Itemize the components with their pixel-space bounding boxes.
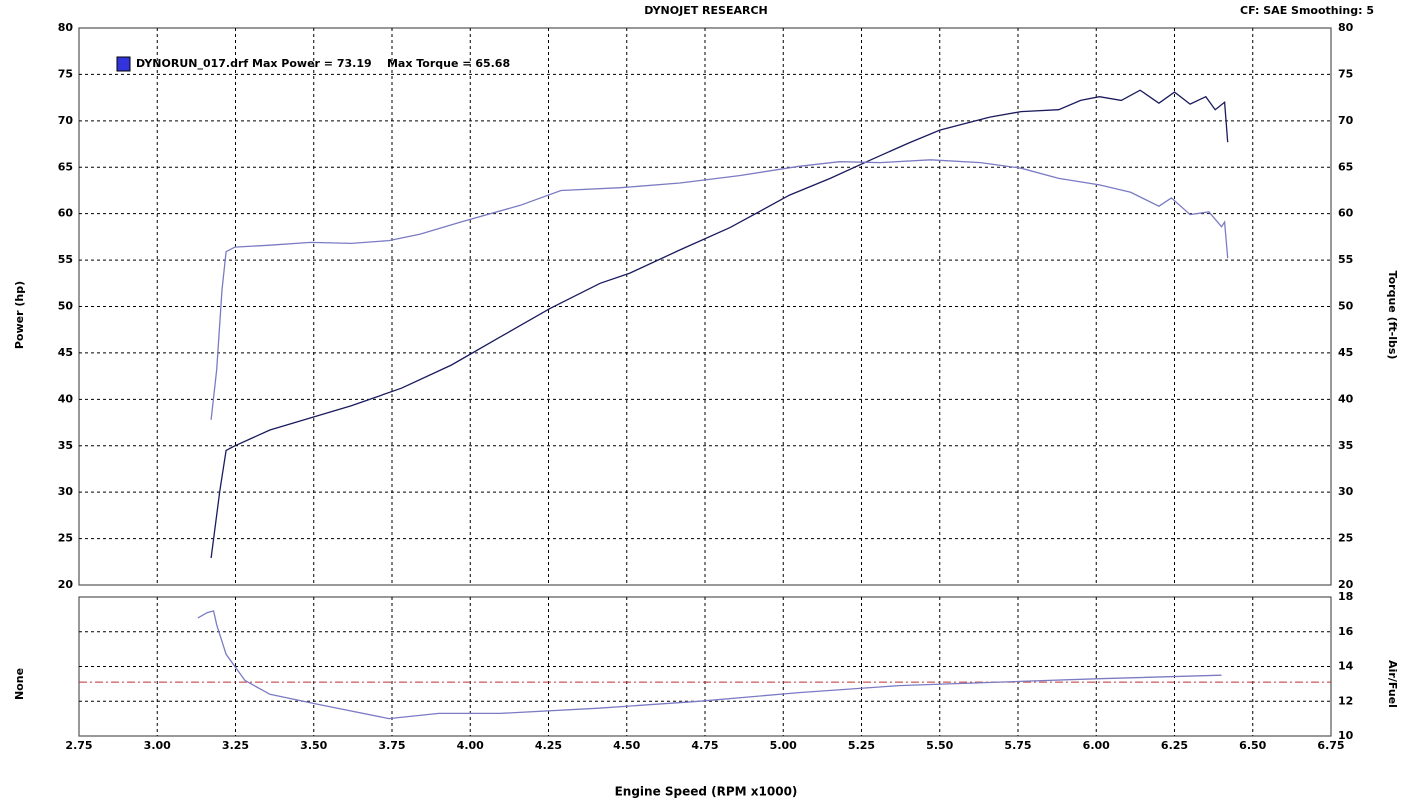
y2-tick-label: 50 (1338, 300, 1354, 313)
x-tick-label: 3.50 (300, 739, 327, 752)
y2-tick-label: 14 (1338, 660, 1354, 673)
y2-tick-label: 25 (1338, 532, 1353, 545)
data-line (210, 159, 1229, 420)
x-tick-label: 6.75 (1317, 739, 1344, 752)
chart-subtitle: CF: SAE Smoothing: 5 (1240, 4, 1374, 17)
x-tick-label: 4.00 (457, 739, 484, 752)
x-tick-label: 6.50 (1239, 739, 1266, 752)
y2-tick-label: 65 (1338, 160, 1353, 173)
x-tick-label: 4.50 (613, 739, 640, 752)
y-tick-label: 30 (58, 485, 74, 498)
y2-tick-label: 35 (1338, 439, 1353, 452)
data-line (210, 89, 1229, 559)
y2-tick-label: 40 (1338, 392, 1354, 405)
y2-tick-label: 18 (1338, 590, 1353, 603)
chart-title: DYNOJET RESEARCH (644, 4, 767, 17)
y2-axis-label: Air/Fuel (1386, 660, 1399, 708)
y2-tick-label: 20 (1338, 578, 1354, 591)
y2-tick-label: 10 (1338, 729, 1354, 742)
y-tick-label: 20 (58, 578, 74, 591)
y-tick-label: 65 (58, 160, 73, 173)
y2-tick-label: 45 (1338, 346, 1353, 359)
y-tick-label: 70 (58, 114, 74, 127)
data-line (197, 610, 1222, 720)
x-tick-label: 3.00 (144, 739, 171, 752)
y-tick-label: 50 (58, 300, 74, 313)
x-tick-label: 4.75 (691, 739, 718, 752)
y-tick-label: 75 (58, 67, 73, 80)
y2-tick-label: 75 (1338, 67, 1353, 80)
x-tick-label: 4.25 (535, 739, 562, 752)
y-axis-label: None (13, 668, 26, 700)
x-tick-label: 3.25 (222, 739, 249, 752)
y2-tick-label: 55 (1338, 253, 1353, 266)
y2-tick-label: 70 (1338, 114, 1354, 127)
x-tick-label: 5.75 (1004, 739, 1031, 752)
y2-tick-label: 60 (1338, 207, 1354, 220)
legend-swatch (116, 56, 131, 72)
legend-text: DYNORUN_017.drf Max Power = 73.19 Max To… (136, 57, 510, 70)
y2-tick-label: 30 (1338, 485, 1354, 498)
x-tick-label: 5.25 (848, 739, 875, 752)
x-axis-label: Engine Speed (RPM x1000) (615, 785, 798, 799)
y2-axis-label: Torque (ft-lbs) (1386, 271, 1399, 360)
x-tick-label: 2.75 (65, 739, 92, 752)
x-tick-label: 6.25 (1161, 739, 1188, 752)
x-tick-label: 3.75 (378, 739, 405, 752)
y-axis-label: Power (hp) (13, 281, 26, 349)
y2-tick-label: 12 (1338, 694, 1353, 707)
y-tick-label: 55 (58, 253, 73, 266)
x-tick-label: 5.50 (926, 739, 953, 752)
y-tick-label: 25 (58, 532, 73, 545)
y-tick-label: 35 (58, 439, 73, 452)
y2-tick-label: 16 (1338, 625, 1354, 638)
x-tick-label: 5.00 (770, 739, 797, 752)
y-tick-label: 45 (58, 346, 73, 359)
y-tick-label: 80 (58, 21, 74, 34)
y-tick-label: 40 (58, 392, 74, 405)
x-tick-label: 6.00 (1083, 739, 1110, 752)
y2-tick-label: 80 (1338, 21, 1354, 34)
y-tick-label: 60 (58, 207, 74, 220)
